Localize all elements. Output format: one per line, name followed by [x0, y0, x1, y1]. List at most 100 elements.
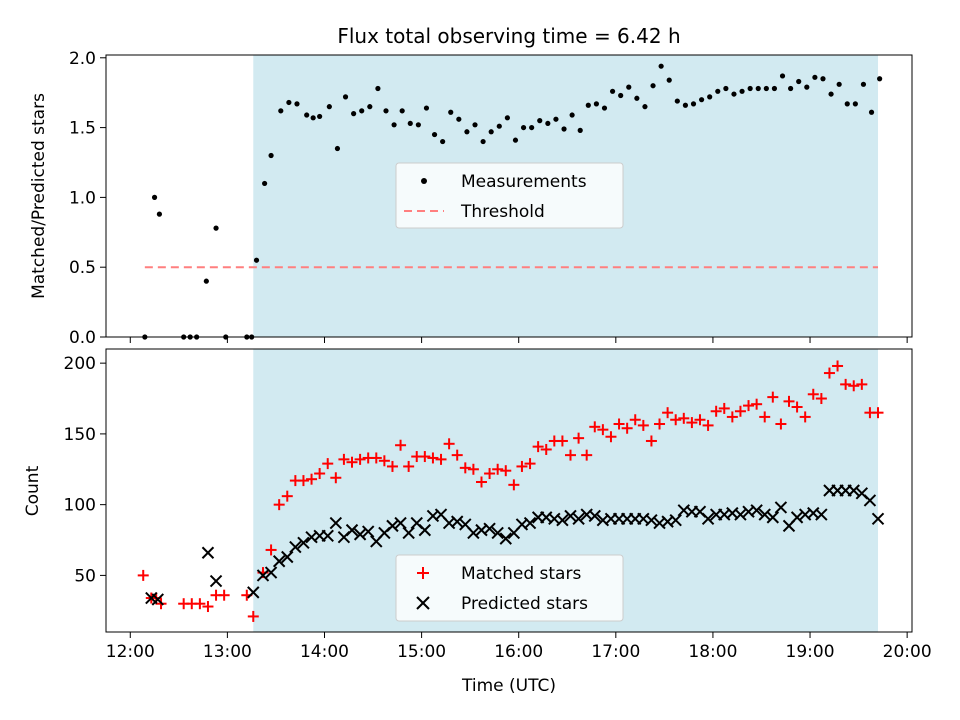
top-plot-frame: [105, 54, 913, 338]
predicted-star-point: [247, 586, 260, 599]
matched-star-point: [484, 468, 496, 480]
predicted-star-point: [151, 593, 164, 606]
top-panel: 0.00.51.01.52.0 Matched/Predicted stars …: [29, 49, 913, 348]
predicted-star-point: [483, 522, 496, 535]
matched-star-point: [281, 490, 293, 502]
matched-star-point: [314, 468, 326, 480]
matched-star-point: [767, 391, 779, 403]
measurement-point: [601, 105, 608, 111]
measurement-point: [812, 74, 818, 80]
measurement-point: [304, 112, 310, 118]
matched-star-point: [492, 463, 504, 475]
top-y-tick-label: 1.5: [69, 119, 96, 139]
measurement-point: [286, 99, 292, 106]
matched-star-point: [605, 431, 617, 443]
measurement-point: [367, 104, 373, 110]
matched-star-point: [395, 439, 407, 451]
matched-star-point: [775, 418, 787, 430]
x-tick-label: 12:00: [106, 642, 155, 662]
x-tick-label: 14:00: [300, 642, 349, 662]
measurement-point: [407, 120, 413, 127]
measurement-point: [650, 83, 656, 89]
matched-star-point: [589, 421, 601, 433]
measurement-point: [431, 131, 438, 138]
measurement-point: [545, 120, 551, 127]
matched-star-point: [597, 424, 609, 436]
legend-predicted-marker: [416, 596, 430, 610]
matched-star-point: [297, 475, 309, 487]
legend-threshold-label: Threshold: [460, 202, 545, 222]
predicted-star-point: [645, 514, 658, 527]
top-y-axis-label: Matched/Predicted stars: [29, 93, 49, 299]
x-tick-label: 17:00: [591, 642, 640, 662]
top-y-tick-label: 0.5: [69, 258, 96, 278]
predicted-star-point: [523, 516, 537, 530]
measurement-point: [213, 225, 219, 231]
measurement-point: [569, 112, 575, 118]
matched-star-point: [581, 449, 593, 461]
matched-star-point: [702, 419, 714, 431]
measurement-point: [609, 88, 616, 94]
matched-star-point: [354, 453, 366, 465]
matched-star-point: [475, 476, 487, 488]
measurement-point: [253, 257, 260, 263]
measurement-point: [715, 88, 721, 94]
matched-star-point: [645, 435, 657, 447]
measurement-point: [844, 101, 850, 107]
legend-measurements-marker: [421, 178, 427, 184]
measurement-point: [456, 116, 462, 122]
measurement-point: [351, 111, 357, 117]
matched-star-point: [322, 458, 334, 470]
matched-star-point: [815, 393, 827, 405]
predicted-star-point: [790, 511, 804, 524]
measurement-point: [747, 85, 753, 92]
measurement-point: [383, 108, 389, 114]
legend-matched-marker: [417, 567, 429, 579]
predicted-star-point: [451, 515, 464, 528]
predicted-star-point: [289, 540, 302, 554]
measurement-point: [860, 81, 867, 87]
measurement-point: [698, 97, 705, 103]
measurement-point: [294, 101, 300, 107]
measurement-point: [755, 85, 761, 92]
predicted-star-point: [774, 501, 788, 514]
predicted-star-point: [572, 512, 585, 526]
measurement-point: [529, 124, 535, 131]
matched-star-point: [613, 418, 625, 430]
matched-star-point: [565, 449, 577, 461]
matched-star-point: [540, 443, 552, 455]
measurement-point: [771, 85, 778, 92]
matched-star-point: [823, 367, 835, 379]
x-axis-label: Time (UTC): [461, 676, 556, 696]
matched-star-point: [629, 414, 641, 426]
predicted-star-point: [386, 519, 399, 533]
measurement-point: [852, 101, 858, 107]
measurement-point: [658, 63, 664, 69]
measurement-point: [278, 108, 284, 114]
predicted-star-point: [734, 508, 747, 521]
predicted-star-point: [329, 516, 343, 530]
x-tick-label: 19:00: [786, 642, 835, 662]
measurement-point: [868, 109, 875, 115]
predicted-star-point: [353, 528, 367, 541]
predicted-star-point: [556, 514, 569, 527]
predicted-star-point: [758, 508, 771, 521]
measurement-point: [731, 91, 737, 97]
predicted-star-point: [701, 512, 715, 526]
x-tick-label: 13:00: [203, 642, 252, 662]
measurement-point: [375, 85, 381, 92]
predicted-star-point: [402, 526, 415, 540]
predicted-star-point: [297, 536, 310, 550]
measurement-point: [537, 118, 543, 124]
legend-matched-label: Matched stars: [461, 564, 581, 584]
matched-star-point: [848, 380, 860, 392]
matched-star-point: [694, 414, 706, 426]
matched-star-point: [194, 598, 206, 610]
bottom-legend-box: [395, 554, 624, 622]
measurement-point: [520, 124, 527, 131]
matched-star-point: [265, 544, 277, 556]
matched-star-point: [751, 398, 763, 410]
top-y-tick-label: 0.0: [69, 328, 96, 348]
matched-star-point: [783, 395, 795, 407]
predicted-star-point: [491, 526, 504, 540]
